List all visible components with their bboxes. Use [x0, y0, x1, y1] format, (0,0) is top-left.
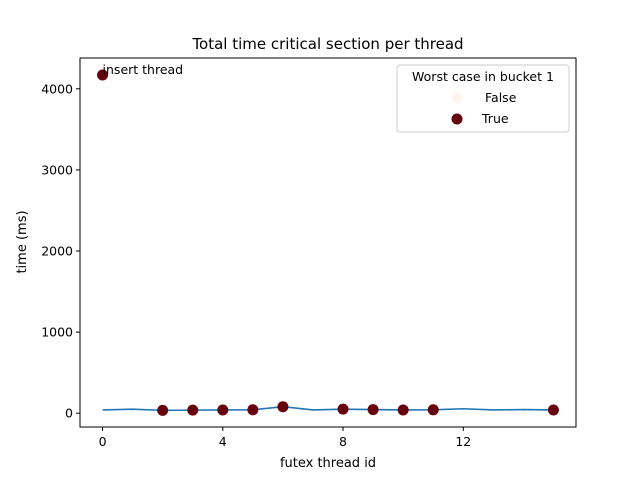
- legend-frame: [396, 64, 570, 133]
- legend-label-true: True: [481, 111, 509, 126]
- point-layer: [97, 69, 559, 416]
- scatter-point: [397, 404, 409, 416]
- legend-title: Worst case in bucket 1: [412, 69, 554, 84]
- scatter-point: [97, 69, 109, 81]
- y-tick-label: 1000: [41, 325, 73, 340]
- chart-title: Total time critical section per thread: [191, 35, 463, 53]
- x-tick-label: 4: [219, 434, 227, 449]
- plot-area: insert thread: [79, 57, 577, 428]
- y-axis: 0 1000 2000 3000 4000: [41, 81, 80, 421]
- axes-frame: [79, 57, 577, 428]
- legend-marker-false: [451, 92, 463, 104]
- y-tick-label: 0: [65, 406, 73, 421]
- scatter-point: [367, 404, 379, 416]
- scatter-point: [157, 404, 169, 416]
- line-layer: [102, 405, 554, 412]
- scatter-point: [427, 404, 439, 416]
- scatter-point: [337, 403, 349, 415]
- y-tick-label: 2000: [41, 244, 73, 259]
- insert-thread-annotation: insert thread: [103, 62, 184, 77]
- x-tick-label: 12: [455, 434, 471, 449]
- y-tick-label: 4000: [41, 81, 73, 96]
- scatter-point: [277, 401, 289, 413]
- x-axis: 0 4 8 12: [99, 427, 471, 449]
- scatter-point: [187, 404, 199, 416]
- x-tick-label: 8: [339, 434, 347, 449]
- y-axis-label: time (ms): [15, 210, 30, 273]
- y-tick-label: 3000: [41, 162, 73, 177]
- series-line: [102, 405, 554, 412]
- scatter-point: [217, 404, 229, 416]
- legend-label-false: False: [485, 90, 517, 105]
- x-axis-label: futex thread id: [280, 456, 376, 471]
- legend: Worst case in bucket 1 False True: [396, 64, 570, 133]
- legend-marker-true: [451, 113, 463, 125]
- x-tick-label: 0: [99, 434, 107, 449]
- scatter-point: [547, 404, 559, 416]
- scatter-point: [247, 404, 259, 416]
